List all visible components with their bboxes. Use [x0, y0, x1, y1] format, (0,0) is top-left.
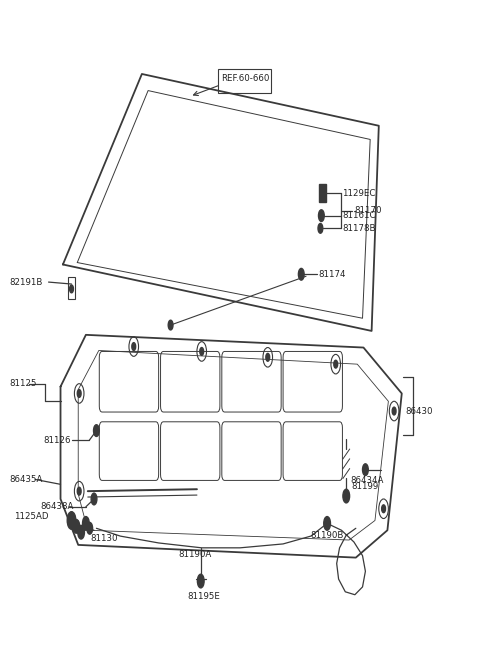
Text: 81174: 81174: [318, 270, 346, 279]
Bar: [319, 184, 325, 202]
Text: 81195E: 81195E: [187, 592, 220, 601]
Circle shape: [77, 487, 81, 495]
Circle shape: [334, 360, 337, 368]
Text: 86430: 86430: [405, 407, 432, 415]
Circle shape: [87, 522, 93, 534]
Circle shape: [132, 342, 136, 350]
Circle shape: [382, 505, 385, 512]
Text: 81161C: 81161C: [342, 211, 376, 220]
Text: 81125: 81125: [9, 379, 37, 388]
Circle shape: [318, 224, 323, 234]
Circle shape: [299, 268, 304, 280]
Text: 1125AD: 1125AD: [14, 512, 48, 521]
Text: 81170: 81170: [354, 206, 382, 215]
Circle shape: [266, 354, 270, 361]
Circle shape: [392, 407, 396, 415]
Text: 86438A: 86438A: [40, 502, 73, 511]
Text: 1129EC: 1129EC: [342, 189, 376, 197]
Circle shape: [324, 516, 330, 530]
Circle shape: [73, 520, 80, 533]
Text: 81199: 81199: [351, 482, 378, 491]
Circle shape: [200, 348, 204, 356]
Circle shape: [168, 320, 173, 330]
Circle shape: [83, 516, 89, 530]
Text: 81126: 81126: [44, 436, 71, 445]
Circle shape: [94, 424, 99, 436]
Circle shape: [319, 210, 324, 222]
Circle shape: [70, 285, 73, 293]
Circle shape: [77, 390, 81, 398]
Text: 81178B: 81178B: [342, 224, 376, 233]
Text: 86434A: 86434A: [350, 476, 384, 485]
Text: 86435A: 86435A: [9, 475, 43, 484]
Circle shape: [67, 512, 76, 529]
Circle shape: [362, 464, 368, 476]
Text: 81130: 81130: [91, 533, 118, 543]
Circle shape: [78, 525, 84, 539]
Circle shape: [197, 574, 204, 588]
Bar: [68, 277, 75, 298]
Text: 81190A: 81190A: [179, 550, 212, 559]
Text: 81190B: 81190B: [311, 531, 344, 540]
Circle shape: [91, 493, 97, 505]
Text: REF.60-660: REF.60-660: [221, 74, 269, 83]
Circle shape: [343, 489, 349, 503]
Text: 82191B: 82191B: [9, 277, 43, 287]
